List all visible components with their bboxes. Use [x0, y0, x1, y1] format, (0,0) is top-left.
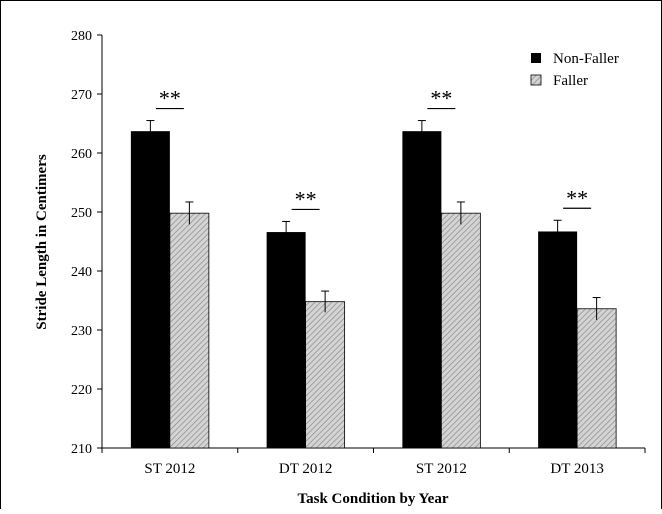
bar-non-faller-2: [266, 232, 306, 448]
y-tick-label: 260: [71, 147, 92, 162]
bar-non-faller-4: [538, 231, 578, 448]
y-tick-label: 280: [71, 29, 92, 44]
y-tick-label: 210: [71, 442, 92, 457]
y-tick-label: 240: [71, 265, 92, 280]
bar-faller-4: [576, 308, 617, 449]
y-tick-label: 230: [71, 324, 92, 339]
y-axis-title: Stride Length in Centimers: [34, 154, 50, 330]
y-tick-label: 220: [71, 383, 92, 398]
bar-faller-3: [440, 212, 481, 449]
legend-label-faller: Faller: [553, 73, 588, 89]
bar-faller-2: [305, 301, 346, 449]
legend: Non-Faller Faller: [530, 51, 619, 89]
significance-stars: **: [566, 185, 588, 210]
x-axis: ST 2012 DT 2012 ST 2012 DT 2013: [101, 447, 646, 477]
legend-swatch-non-faller: [531, 53, 541, 63]
significance-stars: **: [430, 86, 452, 111]
x-tick-label: ST 2012: [144, 461, 195, 477]
legend-swatch-faller: [530, 74, 542, 86]
y-tick-label: 270: [71, 88, 92, 103]
y-axis: 210 220 230 240 250 260 270 280: [71, 29, 103, 457]
x-tick-label: ST 2012: [416, 461, 467, 477]
x-tick-label: DT 2012: [279, 461, 332, 477]
legend-label-non-faller: Non-Faller: [553, 51, 619, 67]
significance-annotations: ** ** ** **: [155, 86, 592, 211]
bar-faller-1: [169, 212, 210, 449]
bar-non-faller-3: [402, 131, 442, 449]
significance-stars: **: [295, 186, 317, 211]
x-axis-title: Task Condition by Year: [297, 491, 448, 507]
x-tick-label: DT 2013: [550, 461, 603, 477]
significance-stars: **: [159, 86, 181, 111]
bar-non-faller-1: [130, 131, 170, 449]
y-tick-label: 250: [71, 206, 92, 221]
bars: [130, 120, 617, 449]
